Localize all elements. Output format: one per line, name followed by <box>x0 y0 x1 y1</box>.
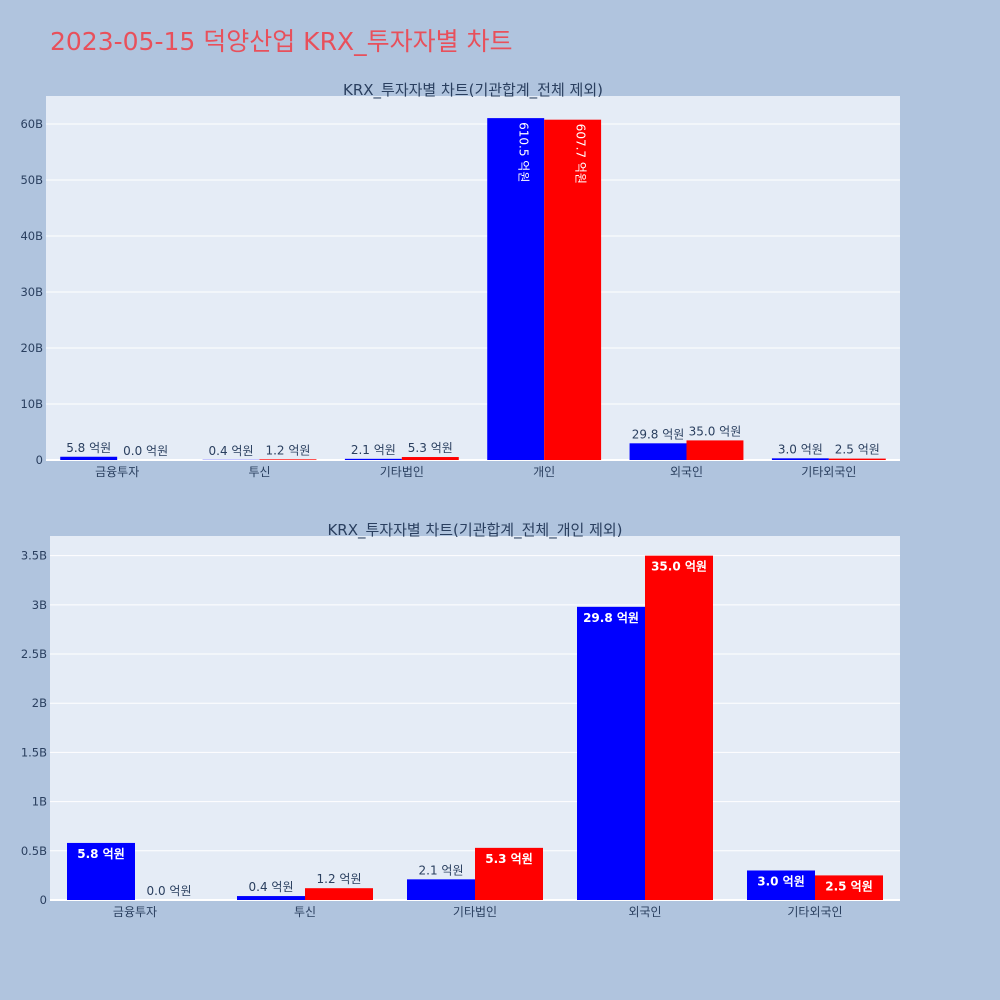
data-label: 0.4 억원 <box>249 880 294 894</box>
x-tick-label: 기타법인 <box>380 465 424 479</box>
data-label: 0.0 억원 <box>147 884 192 898</box>
data-label: 0.0 억원 <box>123 444 168 458</box>
data-label: 3.0 억원 <box>778 442 823 456</box>
y-tick-label: 0 <box>36 453 43 467</box>
y-tick-label: 1.5B <box>21 745 47 759</box>
bar <box>344 458 402 460</box>
x-tick-label: 개인 <box>533 465 555 479</box>
bar <box>828 458 886 460</box>
chart-2: 0 0.5B 1B 1.5B 2B 2.5B 3B 3.5B KRX_투자자별 차트(기관합계_… <box>21 521 900 919</box>
bar <box>475 847 543 900</box>
y-tick-label: 1B <box>32 795 47 809</box>
plot-area <box>46 96 900 460</box>
plot-area <box>50 536 900 900</box>
bar <box>815 875 883 900</box>
data-label: 35.0 억원 <box>689 424 742 438</box>
bar <box>577 606 645 900</box>
data-label: 2.1 억원 <box>351 443 396 457</box>
bar <box>645 555 713 900</box>
chart-1: 0 10B 20B 30B 40B 50B 60B KRX_투자자별 차트(기관합계_전체 제… <box>20 81 900 479</box>
y-tick-label: 2.5B <box>21 647 47 661</box>
x-tick-label: 외국인 <box>670 465 703 479</box>
bar <box>60 456 118 460</box>
data-label: 607.7 억원 <box>574 124 588 184</box>
data-label: 2.5 억원 <box>825 879 873 893</box>
page-title: 2023-05-15 덕양산업 KRX_투자자별 차트 <box>50 27 513 56</box>
bar <box>407 879 475 900</box>
data-label: 29.8 억원 <box>632 427 685 441</box>
x-tick-label: 기타외국인 <box>787 905 842 919</box>
y-tick-label: 0.5B <box>21 844 47 858</box>
bar <box>67 842 135 900</box>
bar <box>544 119 602 461</box>
data-label: 1.2 억원 <box>317 872 362 886</box>
data-label: 0.4 억원 <box>209 444 254 458</box>
data-label: 1.2 억원 <box>265 443 310 457</box>
y-tick-label: 30B <box>20 285 43 299</box>
bar <box>747 870 815 900</box>
y-tick-label: 3B <box>32 598 47 612</box>
x-tick-label: 기타외국인 <box>801 465 856 479</box>
bar <box>629 443 687 460</box>
data-label: 5.3 억원 <box>408 441 453 455</box>
data-label: 2.5 억원 <box>835 443 880 457</box>
x-tick-label: 외국인 <box>628 905 661 919</box>
bar <box>487 118 545 460</box>
data-label: 5.8 억원 <box>66 441 111 455</box>
x-tick-label: 투신 <box>294 905 316 919</box>
bar <box>771 458 829 460</box>
y-tick-label: 40B <box>20 229 43 243</box>
data-label: 2.1 억원 <box>419 863 464 877</box>
chart-title: KRX_투자자별 차트(기관합계_전체 제외) <box>343 81 603 100</box>
bar <box>686 440 744 460</box>
bar <box>259 459 317 460</box>
bar <box>305 888 373 900</box>
x-tick-label: 투신 <box>248 465 270 479</box>
x-tick-label: 금융투자 <box>95 465 139 479</box>
y-tick-label: 20B <box>20 341 43 355</box>
x-tick-label: 기타법인 <box>453 905 497 919</box>
y-tick-label: 3.5B <box>21 549 47 563</box>
data-label: 5.3 억원 <box>485 852 533 866</box>
bar <box>237 896 305 900</box>
chart-title: KRX_투자자별 차트(기관합계_전체_개인 제외) <box>327 521 622 540</box>
data-label: 5.8 억원 <box>77 847 125 861</box>
data-label: 35.0 억원 <box>651 560 707 574</box>
x-tick-label: 금융투자 <box>113 905 157 919</box>
data-label: 610.5 억원 <box>517 122 531 182</box>
y-tick-label: 50B <box>20 173 43 187</box>
y-tick-label: 10B <box>20 397 43 411</box>
data-label: 3.0 억원 <box>757 874 805 888</box>
data-label: 29.8 억원 <box>583 611 639 625</box>
y-tick-label: 2B <box>32 696 47 710</box>
y-tick-label: 0 <box>40 893 47 907</box>
y-tick-label: 60B <box>20 117 43 131</box>
bar <box>401 457 459 460</box>
